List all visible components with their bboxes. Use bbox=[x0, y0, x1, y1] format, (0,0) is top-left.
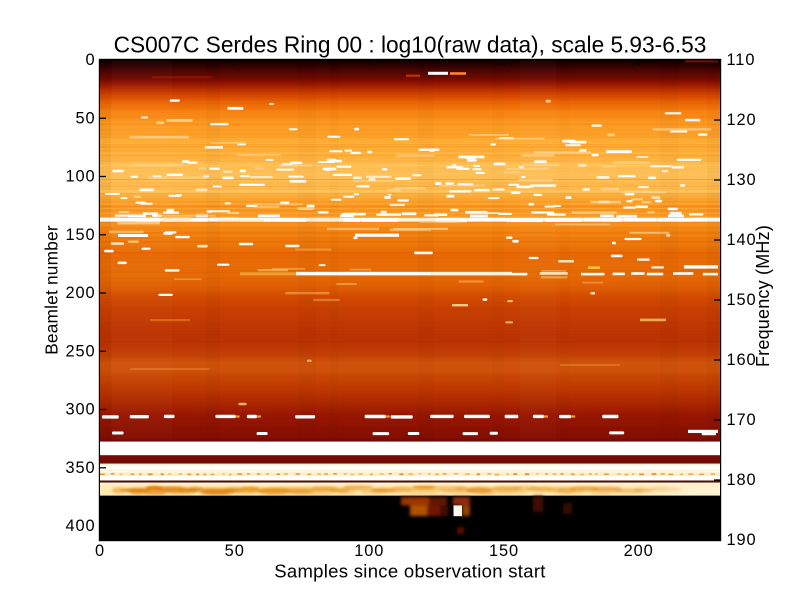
svg-text:350: 350 bbox=[65, 459, 95, 477]
svg-text:110: 110 bbox=[727, 51, 756, 69]
svg-text:100: 100 bbox=[65, 168, 95, 186]
svg-text:200: 200 bbox=[624, 542, 654, 560]
svg-text:100: 100 bbox=[354, 542, 384, 560]
svg-text:250: 250 bbox=[65, 342, 95, 360]
svg-text:150: 150 bbox=[727, 291, 757, 309]
svg-text:120: 120 bbox=[727, 111, 757, 129]
svg-text:400: 400 bbox=[65, 517, 95, 535]
svg-text:Beamlet number: Beamlet number bbox=[42, 225, 62, 355]
svg-text:Frequency (MHz): Frequency (MHz) bbox=[753, 225, 773, 367]
svg-text:150: 150 bbox=[65, 226, 95, 244]
svg-text:170: 170 bbox=[727, 411, 757, 429]
svg-text:300: 300 bbox=[65, 401, 95, 419]
svg-text:160: 160 bbox=[727, 351, 757, 369]
svg-text:190: 190 bbox=[727, 531, 757, 549]
svg-text:CS007C Serdes Ring 00 : log10(: CS007C Serdes Ring 00 : log10(raw data),… bbox=[114, 32, 707, 58]
svg-text:Samples since observation star: Samples since observation start bbox=[274, 561, 546, 582]
svg-text:50: 50 bbox=[225, 542, 245, 560]
svg-text:0: 0 bbox=[95, 542, 105, 560]
svg-text:150: 150 bbox=[489, 542, 519, 560]
svg-text:50: 50 bbox=[75, 109, 95, 127]
svg-text:180: 180 bbox=[727, 471, 757, 489]
svg-text:130: 130 bbox=[727, 171, 757, 189]
svg-text:200: 200 bbox=[65, 284, 95, 302]
svg-text:0: 0 bbox=[85, 51, 95, 69]
svg-text:140: 140 bbox=[727, 231, 757, 249]
